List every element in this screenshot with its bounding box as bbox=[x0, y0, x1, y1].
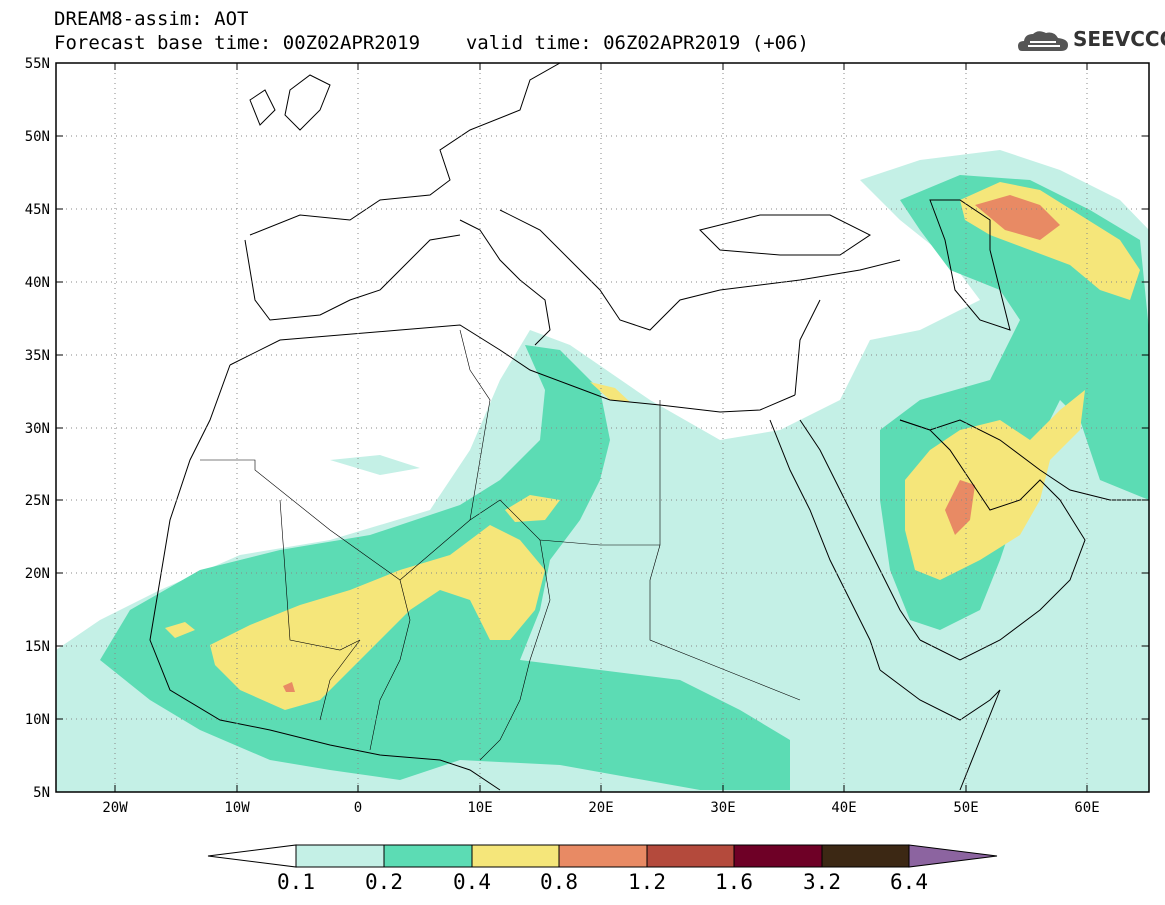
aot-contour-yellow bbox=[210, 525, 545, 710]
lon-label: 40E bbox=[831, 800, 856, 816]
aot-contour-light bbox=[330, 455, 420, 475]
colorbar-label: 0.4 bbox=[453, 870, 491, 894]
colorbar bbox=[207, 844, 998, 868]
aot-contour-orange bbox=[945, 480, 975, 535]
colorbar-segment bbox=[471, 844, 560, 868]
map-title: DREAM8-assim: AOT bbox=[54, 8, 249, 30]
lon-label: 10W bbox=[224, 800, 250, 816]
colorbar-label: 6.4 bbox=[890, 870, 928, 894]
lon-label: 20E bbox=[588, 800, 613, 816]
lat-label: 45N bbox=[25, 202, 50, 218]
lon-label: 30E bbox=[710, 800, 735, 816]
lat-label: 20N bbox=[25, 566, 50, 582]
gridlines bbox=[56, 63, 1149, 792]
lat-label: 55N bbox=[25, 56, 50, 72]
colorbar-over-arrow bbox=[908, 844, 998, 868]
lat-label: 5N bbox=[33, 785, 50, 801]
colorbar-segment bbox=[646, 844, 735, 868]
aot-contour-orange bbox=[975, 195, 1060, 240]
lon-tick-labels: 20W 10W 0 10E 20E 30E 40E 50E 60E bbox=[102, 800, 1099, 816]
colorbar-label: 0.8 bbox=[540, 870, 578, 894]
lat-label: 10N bbox=[25, 712, 50, 728]
aot-contour-yellow bbox=[165, 622, 195, 638]
logo-text: SEEVCCC bbox=[1073, 27, 1165, 51]
aot-field bbox=[56, 150, 1149, 792]
lon-label: 20W bbox=[102, 800, 128, 816]
lat-label: 25N bbox=[25, 493, 50, 509]
tick-marks bbox=[56, 62, 1149, 793]
country-borders bbox=[200, 329, 801, 761]
forecast-times: Forecast base time: 00Z02APR2019 valid t… bbox=[54, 32, 809, 54]
aot-contour-yellow bbox=[505, 495, 560, 522]
colorbar-segment bbox=[558, 844, 648, 868]
lon-label: 60E bbox=[1074, 800, 1099, 816]
lat-tick-labels: 5N 10N 15N 20N 25N 30N 35N 40N 45N 50N 5… bbox=[25, 56, 50, 801]
aot-contour-yellow bbox=[590, 382, 630, 402]
aot-contour-orange bbox=[283, 682, 295, 692]
colorbar-segment bbox=[383, 844, 473, 868]
colorbar-label: 0.1 bbox=[277, 870, 315, 894]
colorbar-segment bbox=[821, 844, 910, 868]
lat-label: 30N bbox=[25, 421, 50, 437]
colorbar-under-arrow bbox=[207, 844, 297, 868]
lat-label: 50N bbox=[25, 129, 50, 145]
cloud-icon bbox=[1018, 31, 1068, 51]
lon-label: 0 bbox=[354, 800, 362, 816]
colorbar-label: 3.2 bbox=[803, 870, 841, 894]
colorbar-segment bbox=[733, 844, 823, 868]
colorbar-label: 1.2 bbox=[628, 870, 666, 894]
lat-label: 40N bbox=[25, 275, 50, 291]
aot-contour-yellow bbox=[905, 390, 1085, 580]
colorbar-label: 1.6 bbox=[715, 870, 753, 894]
lat-label: 35N bbox=[25, 348, 50, 364]
coastlines bbox=[149, 63, 1149, 791]
lon-label: 10E bbox=[467, 800, 492, 816]
valid-time: valid time: 06Z02APR2019 (+06) bbox=[465, 32, 809, 54]
colorbar-segment bbox=[295, 844, 385, 868]
base-time: Forecast base time: 00Z02APR2019 bbox=[54, 32, 421, 54]
colorbar-label: 0.2 bbox=[365, 870, 403, 894]
lon-label: 50E bbox=[953, 800, 978, 816]
lat-label: 15N bbox=[25, 639, 50, 655]
